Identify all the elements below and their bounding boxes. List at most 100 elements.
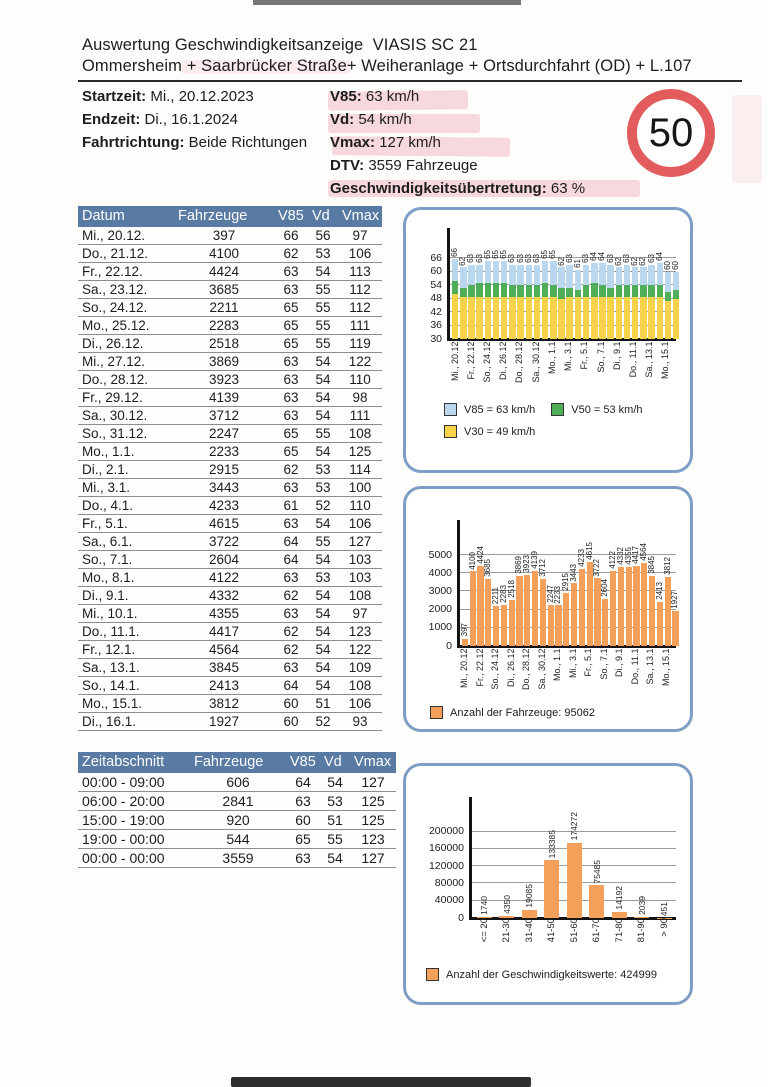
table-cell: 62	[274, 640, 308, 659]
bar	[563, 593, 570, 646]
vehicle-count-chart-legend: Anzahl der Fahrzeuge: 95062	[430, 706, 690, 728]
chart-label: 64	[654, 252, 664, 261]
table-cell: 06:00 - 20:00	[78, 791, 190, 811]
bar-segment	[468, 285, 475, 297]
x-axis-tick: Sa., 30.12.	[536, 646, 547, 690]
chart-bar: 65	[483, 222, 492, 339]
x-axis-slot: 41-50	[541, 918, 564, 942]
x-axis-tick: 31-40	[523, 918, 535, 943]
bar-segment	[476, 283, 483, 297]
table-cell: 63	[274, 568, 308, 587]
x-axis-tick: Fr., 5.1.	[579, 339, 590, 370]
table-cell: 110	[338, 496, 382, 515]
bar-segment	[656, 296, 664, 339]
table-cell: 103	[338, 568, 382, 587]
bar	[672, 610, 679, 646]
table-cell: 1927	[174, 712, 274, 731]
bar-segment	[484, 283, 492, 297]
table-cell: 54	[308, 442, 338, 461]
y-axis-tick: 80000	[434, 876, 464, 889]
table-row: So., 7.1. 2604 64 54 103	[78, 550, 382, 569]
chart-bar: 174272	[563, 778, 586, 918]
chart-bar: 3869	[514, 501, 523, 646]
bar-segment	[656, 285, 664, 297]
table-cell: Sa., 30.12.	[78, 406, 174, 425]
table-cell: 63	[274, 262, 308, 281]
x-axis-slot: Di., 9.1.	[614, 646, 624, 677]
bar-segment	[517, 296, 524, 339]
info-value: Di., 16.1.2024	[144, 111, 238, 128]
table-cell: 65	[274, 442, 308, 461]
legend-item: Anzahl der Geschwindigkeitswerte: 424999	[426, 968, 657, 981]
table-cell: 65	[274, 298, 308, 317]
bar-segment	[574, 296, 582, 339]
bar	[578, 569, 585, 646]
chart-bar: 19085	[518, 778, 541, 918]
table-cell: 65	[286, 829, 320, 849]
table-cell: 60	[286, 810, 320, 830]
legend-item: V30 = 49 km/h	[444, 425, 535, 438]
table-cell: 119	[338, 334, 382, 353]
x-axis-slot: Do., 28.12.	[521, 646, 531, 690]
y-axis-tick: 160000	[428, 842, 464, 855]
table-cell: Mi., 20.12.	[78, 227, 174, 245]
bar-segment	[615, 285, 623, 297]
bar-segment	[582, 296, 590, 339]
x-axis-slot: 51-60	[563, 918, 586, 942]
vehicle-count-chart: 0 1000 2000 3000 4000 5000 397 4100 4424 3685 2211…	[403, 486, 693, 732]
bar-segment	[672, 289, 680, 299]
table-cell: 52	[308, 496, 338, 515]
y-axis-tick: 120000	[428, 859, 464, 872]
x-axis-slot: Sa., 13.1.	[644, 339, 654, 378]
table-cell: 54	[308, 550, 338, 569]
column-header: Fahrzeuge	[174, 206, 274, 227]
bar-series: 397 4100 4424 3685 2211 2283 2518 3869 3923 4139 3…	[460, 501, 679, 646]
bar	[664, 576, 671, 646]
x-axis-tick: Mo., 15.1.	[660, 339, 671, 380]
bar-segment	[451, 258, 459, 281]
x-axis-slot: Mi., 3.1.	[563, 339, 574, 372]
x-axis-tick: Fr., 22.12.	[465, 339, 476, 380]
bar-segment	[591, 283, 598, 297]
x-axis-tick: Mi., 3.1.	[563, 339, 574, 372]
x-axis-tick: 71-80	[613, 918, 625, 943]
bar-segment	[591, 296, 598, 339]
table-row: Mo., 1.1. 2233 65 54 125	[78, 442, 382, 461]
table-cell: 2413	[174, 676, 274, 695]
table-cell: 127	[350, 848, 396, 868]
daily-table: Datum Fahrzeuge V85 Vd Vmax Mi., 20.12. 397 66…	[78, 206, 382, 731]
column-header: V85	[286, 752, 320, 773]
y-axis-tick: 40000	[434, 894, 464, 907]
table-cell: Fr., 29.12.	[78, 388, 174, 407]
chart-bar: 397	[460, 501, 469, 646]
x-axis-tick: <= 20	[478, 918, 490, 943]
bar-segment	[656, 262, 664, 286]
x-axis-line	[457, 644, 676, 648]
gridline	[470, 830, 676, 832]
chart-bar: 4139	[530, 501, 539, 646]
table-cell: 54	[308, 586, 338, 605]
chart-label: 3812	[662, 556, 672, 575]
bar	[544, 860, 560, 918]
chart-bar: 3812	[662, 501, 672, 646]
bar-segment	[607, 296, 614, 339]
period-table-header-row: Zeitabschnitt Fahrzeuge V85 Vd Vmax	[78, 752, 396, 773]
table-cell: Di., 2.1.	[78, 460, 174, 479]
x-axis-slot: Mi., 20.12.	[450, 339, 460, 381]
chart-label: 2413	[654, 582, 664, 601]
table-row: Mi., 3.1. 3443 63 53 100	[78, 478, 382, 497]
bar	[499, 916, 515, 918]
table-cell: 4564	[174, 640, 274, 659]
y-axis-tick: 0	[458, 911, 464, 924]
table-cell: 127	[338, 532, 382, 551]
table-cell: 54	[308, 352, 338, 371]
y-axis-line	[457, 520, 460, 646]
chart-bar: 60	[671, 222, 680, 339]
bar-segment	[492, 296, 500, 339]
table-cell: 397	[174, 227, 274, 245]
table-row: Fr., 22.12. 4424 63 54 113	[78, 262, 382, 281]
bar-segment	[500, 260, 508, 284]
table-cell: 4417	[174, 622, 274, 641]
bar-segment	[607, 287, 614, 297]
x-axis-slot: So., 7.1.	[599, 646, 609, 680]
